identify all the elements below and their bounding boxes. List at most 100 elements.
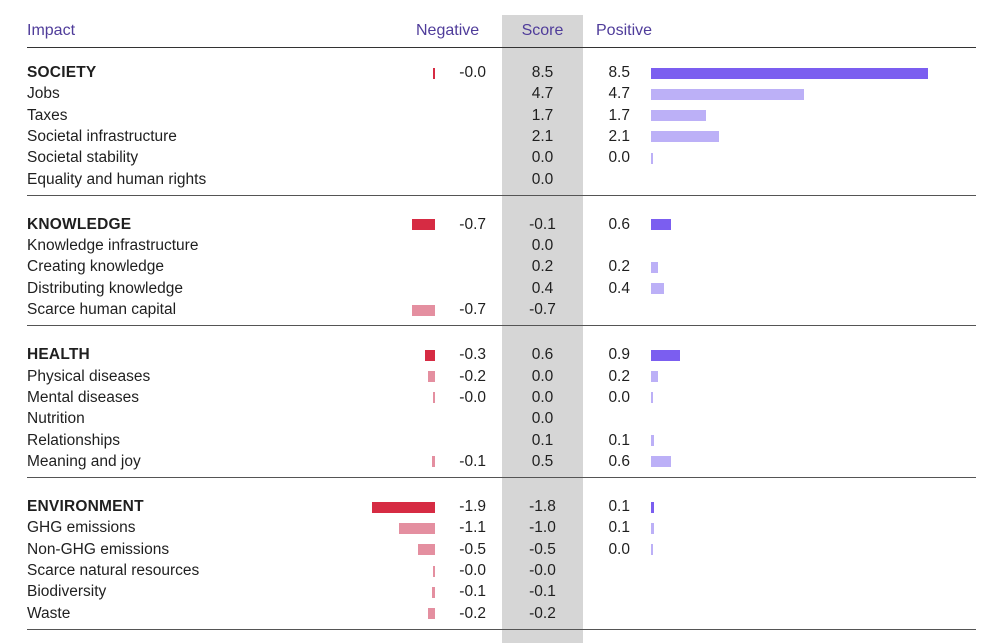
score-value-ghg-emissions: -1.0	[529, 519, 556, 537]
score-value-biodiversity: -0.1	[529, 583, 556, 601]
header-score: Score	[521, 22, 564, 39]
row-label-scarce-natural-resources: Scarce natural resources	[27, 562, 200, 579]
row-label-creating-knowledge: Creating knowledge	[27, 258, 165, 276]
positive-bar-health	[651, 349, 681, 361]
category-label-society: SOCIETY	[27, 64, 97, 81]
negative-bar-meaning-and-joy	[431, 456, 435, 468]
header-impact: Impact	[27, 22, 76, 39]
negative-bar-mental-diseases	[433, 392, 435, 404]
positive-bar-knowledge	[651, 219, 671, 231]
row-label-nutrition: Nutrition	[27, 410, 85, 428]
negative-bar-physical-diseases	[428, 371, 435, 383]
score-value-jobs: 4.7	[531, 85, 554, 103]
category-label-knowledge: KNOWLEDGE	[27, 215, 132, 233]
positive-value-physical-diseases: 0.2	[608, 367, 630, 385]
negative-value-environment: -1.9	[459, 498, 486, 516]
negative-bar-biodiversity	[431, 586, 435, 598]
positive-value-meaning-and-joy: 0.6	[608, 452, 630, 470]
negative-value-scarce-human-capital: -0.7	[459, 301, 486, 318]
score-value-physical-diseases: 0.0	[531, 367, 554, 385]
negative-value-waste: -0.2	[459, 604, 486, 622]
score-value-scarce-natural-resources: -0.0	[529, 562, 556, 579]
row-label-distributing-knowledge: Distributing knowledge	[27, 279, 183, 297]
score-value-non-ghg-emissions: -0.5	[529, 540, 556, 558]
row-label-societal-infrastructure: Societal infrastructure	[27, 127, 177, 145]
negative-bar-environment	[372, 501, 435, 513]
positive-value-jobs: 4.7	[608, 85, 630, 103]
row-label-meaning-and-joy: Meaning and joy	[27, 452, 141, 470]
score-value-societal-stability: 0.0	[531, 149, 554, 167]
row-label-physical-diseases: Physical diseases	[27, 367, 151, 385]
positive-value-ghg-emissions: 0.1	[608, 519, 630, 537]
row-label-relationships: Relationships	[27, 431, 121, 449]
score-value-relationships: 0.1	[531, 431, 554, 449]
row-label-waste: Waste	[27, 604, 71, 622]
positive-value-non-ghg-emissions: 0.0	[608, 540, 630, 558]
positive-value-knowledge: 0.6	[608, 215, 630, 233]
category-label-environment: ENVIRONMENT	[27, 498, 144, 516]
score-value-knowledge: -0.1	[529, 215, 556, 233]
group-divider	[27, 477, 976, 479]
score-value-meaning-and-joy: 0.5	[531, 452, 554, 470]
negative-bar-society	[433, 67, 435, 79]
score-value-environment: -1.8	[529, 498, 556, 516]
row-label-biodiversity: Biodiversity	[27, 583, 107, 601]
positive-value-societal-stability: 0.0	[608, 149, 630, 167]
negative-value-biodiversity: -0.1	[459, 583, 486, 601]
negative-bar-scarce-human-capital	[411, 304, 435, 316]
score-value-scarce-human-capital: -0.7	[529, 301, 556, 318]
row-label-jobs: Jobs	[27, 85, 60, 103]
positive-value-health: 0.9	[608, 346, 630, 364]
negative-bar-non-ghg-emissions	[418, 544, 435, 556]
positive-bar-ghg-emissions	[651, 522, 655, 534]
score-value-creating-knowledge: 0.2	[531, 258, 554, 276]
negative-value-scarce-natural-resources: -0.0	[459, 562, 486, 579]
positive-bar-relationships	[651, 435, 655, 446]
header-divider	[27, 47, 976, 48]
score-value-nutrition: 0.0	[531, 410, 554, 428]
category-label-health: HEALTH	[27, 346, 90, 364]
negative-value-meaning-and-joy: -0.1	[459, 452, 486, 470]
positive-bar-environment	[651, 501, 655, 513]
score-value-distributing-knowledge: 0.4	[531, 279, 554, 297]
negative-bar-waste	[428, 608, 435, 620]
score-value-health: 0.6	[531, 346, 554, 364]
score-value-societal-infrastructure: 2.1	[531, 127, 554, 145]
group-divider	[27, 325, 976, 327]
positive-bar-societal-stability	[651, 152, 653, 164]
group-divider	[27, 194, 976, 196]
positive-bar-jobs	[651, 88, 805, 100]
positive-value-distributing-knowledge: 0.4	[608, 279, 630, 297]
positive-bar-creating-knowledge	[651, 261, 658, 273]
row-label-mental-diseases: Mental diseases	[27, 388, 140, 406]
negative-bar-scarce-natural-resources	[433, 565, 435, 577]
positive-value-taxes: 1.7	[608, 106, 630, 124]
positive-bar-societal-infrastructure	[651, 131, 720, 143]
positive-value-mental-diseases: 0.0	[608, 388, 630, 406]
negative-value-mental-diseases: -0.0	[459, 388, 486, 406]
score-value-waste: -0.2	[529, 604, 556, 622]
score-value-knowledge-infrastructure: 0.0	[531, 237, 554, 255]
positive-bar-mental-diseases	[651, 392, 653, 404]
row-label-non-ghg-emissions: Non-GHG emissions	[27, 540, 170, 558]
negative-value-ghg-emissions: -1.1	[459, 519, 486, 537]
positive-value-environment: 0.1	[608, 498, 630, 516]
positive-bar-society	[651, 67, 928, 79]
row-label-ghg-emissions: GHG emissions	[27, 519, 136, 537]
negative-value-society: -0.0	[459, 64, 486, 81]
positive-value-relationships: 0.1	[608, 431, 630, 449]
positive-bar-distributing-knowledge	[651, 283, 665, 295]
group-divider	[27, 628, 976, 630]
score-value-mental-diseases: 0.0	[531, 388, 554, 406]
positive-value-society: 8.5	[608, 64, 630, 81]
positive-bar-non-ghg-emissions	[651, 544, 653, 556]
negative-value-knowledge: -0.7	[459, 215, 486, 233]
row-label-scarce-human-capital: Scarce human capital	[27, 301, 177, 318]
row-label-knowledge-infrastructure: Knowledge infrastructure	[27, 237, 199, 255]
negative-value-health: -0.3	[459, 346, 486, 364]
negative-bar-knowledge	[411, 219, 435, 231]
positive-bar-physical-diseases	[651, 371, 658, 383]
header-positive: Positive	[596, 22, 653, 39]
score-column-band	[502, 15, 583, 643]
